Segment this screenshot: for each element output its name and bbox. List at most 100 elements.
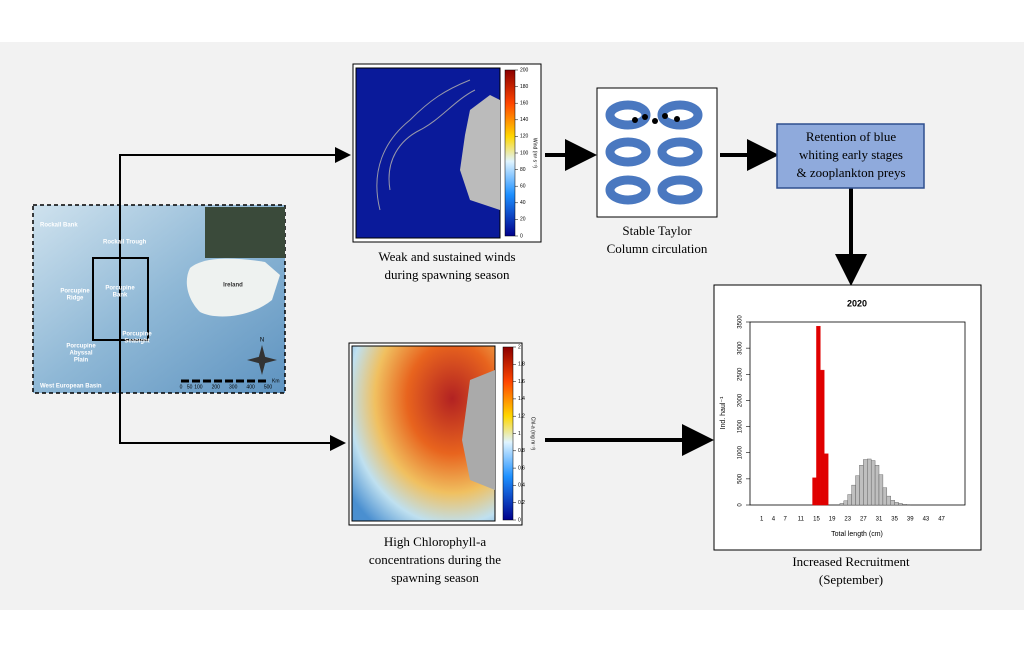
map-label: Porcupine (60, 289, 90, 295)
colorbar-title: Chl-a (mg m⁻³) (530, 417, 536, 451)
colorbar-tick-label: 1.6 (518, 379, 525, 385)
bar (863, 459, 868, 506)
y-tick-label: 0 (738, 503, 744, 507)
x-axis-label: Total length (cm) (831, 531, 883, 538)
bar (820, 369, 825, 506)
scale-label: 50 (187, 384, 193, 390)
colorbar-tick-label: 0.2 (518, 500, 525, 506)
bar (894, 502, 899, 506)
colorbar-tick-label: 0.6 (518, 465, 525, 471)
colorbar-tick-label: 160 (520, 101, 529, 107)
y-tick-label: 1000 (738, 445, 744, 459)
bar (898, 503, 903, 506)
land (462, 370, 495, 490)
box-text: whiting early stages (799, 147, 903, 162)
colorbar-tick-label: 1.8 (518, 362, 525, 368)
caption: during spawning season (385, 267, 510, 282)
circulation-icon (605, 100, 703, 205)
scale-unit: Km (272, 378, 280, 384)
x-tick-label: 11 (798, 517, 805, 523)
scale-label: 200 (212, 384, 221, 390)
colorbar-tick-label: 1.2 (518, 414, 525, 420)
caption: High Chlorophyll-a (384, 534, 486, 549)
bar (867, 458, 872, 506)
retention-box (776, 123, 925, 189)
bar (816, 325, 821, 506)
colorbar-tick-label: 120 (520, 134, 529, 140)
bar (890, 500, 895, 506)
caption: Increased Recruitment (792, 554, 910, 569)
y-tick-label: 1500 (738, 419, 744, 433)
colorbar-tick-label: 0 (520, 233, 523, 239)
x-tick-label: 47 (938, 517, 945, 523)
map-label: Ireland (223, 283, 243, 289)
map-label: Porcupine (105, 286, 135, 292)
particles (632, 113, 680, 124)
contour (376, 79, 476, 211)
caption: spawning season (391, 570, 479, 585)
map-label: Rockall Trough (103, 240, 147, 246)
scale-label: 500 (264, 384, 273, 390)
colorbar-tick-label: 1 (518, 431, 521, 437)
bar (886, 495, 891, 506)
colorbar-tick-label: 140 (520, 117, 529, 123)
colorbar-tick-label: 0 (518, 517, 521, 523)
scale-label: 0 (180, 384, 183, 390)
box-text: Retention of blue (806, 129, 896, 144)
land (460, 95, 500, 210)
chl-colorbar (502, 346, 514, 521)
scale-label: 300 (229, 384, 238, 390)
map-label: Abyssal (69, 351, 92, 357)
colorbar-title: Wind (m³ s⁻³) (532, 138, 538, 168)
x-tick-label: 35 (891, 517, 898, 523)
map-label: Seabight (124, 339, 149, 345)
inset-map (205, 207, 285, 258)
caption: Stable Taylor (622, 223, 692, 238)
chart-title: 2020 (847, 298, 867, 308)
colorbar-tick-label: 40 (520, 200, 526, 206)
x-tick-label: 39 (907, 517, 914, 523)
wind-colorbar (504, 69, 516, 237)
map-label: Porcupine (66, 344, 96, 350)
x-tick-label: 1 (760, 517, 764, 523)
map-label: Plain (74, 358, 89, 364)
bar (878, 474, 884, 506)
bar (902, 504, 907, 506)
arrow (119, 393, 346, 451)
colorbar-tick-label: 180 (520, 84, 529, 90)
caption: Weak and sustained winds (378, 249, 515, 264)
box-text: & zooplankton preys (796, 165, 905, 180)
y-tick-label: 3000 (738, 341, 744, 355)
bar (847, 494, 852, 506)
x-tick-label: 31 (876, 517, 883, 523)
map-label: West European Basin (40, 384, 102, 390)
bar (851, 484, 856, 506)
x-tick-label: 19 (829, 517, 836, 523)
colorbar-tick-label: 80 (520, 167, 526, 173)
colorbar-tick-label: 0.8 (518, 448, 525, 454)
y-tick-label: 500 (738, 473, 744, 484)
y-tick-label: 2500 (738, 367, 744, 381)
y-axis-label: Ind. haul⁻¹ (720, 396, 727, 430)
colorbar-tick-label: 20 (520, 217, 526, 223)
x-tick-label: 15 (813, 517, 820, 523)
histogram-panel (713, 284, 982, 551)
x-tick-label: 43 (923, 517, 930, 523)
x-tick-label: 23 (844, 517, 851, 523)
caption: Column circulation (607, 241, 708, 256)
bar (870, 460, 876, 506)
north-arrow (247, 345, 277, 375)
bar (855, 475, 860, 506)
bar (859, 465, 864, 506)
colorbar-tick-label: 2 (518, 344, 521, 350)
bar (839, 503, 845, 506)
north-label: N (260, 338, 264, 344)
bar (874, 465, 880, 506)
x-tick-label: 27 (860, 517, 867, 523)
bar (882, 487, 888, 506)
map-label: Bank (113, 293, 128, 299)
colorbar-tick-label: 0.4 (518, 483, 525, 489)
scale-label: 100 (194, 384, 203, 390)
